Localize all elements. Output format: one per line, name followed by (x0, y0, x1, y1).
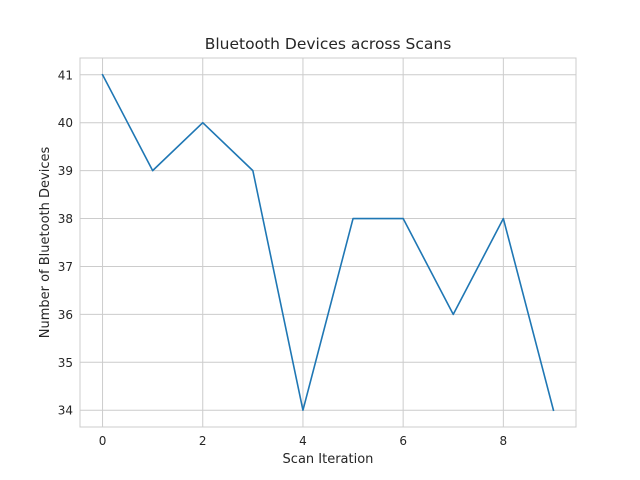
y-tick-label: 39 (58, 164, 73, 178)
y-tick-labels: 34 35 36 37 38 39 40 41 (58, 68, 73, 417)
x-tick-label: 4 (299, 434, 307, 448)
x-tick-label: 6 (399, 434, 407, 448)
y-tick-label: 36 (58, 308, 73, 322)
x-tick-labels: 0 2 4 6 8 (99, 434, 507, 448)
grid (80, 58, 576, 427)
x-tick-label: 8 (500, 434, 508, 448)
x-tick-label: 0 (99, 434, 107, 448)
plot-frame (79, 57, 577, 428)
y-tick-label: 41 (58, 68, 73, 82)
y-tick-label: 37 (58, 260, 73, 274)
x-tick-label: 2 (199, 434, 207, 448)
chart-title: Bluetooth Devices across Scans (205, 35, 452, 53)
y-axis-label: Number of Bluetooth Devices (38, 147, 53, 339)
y-tick-label: 38 (58, 212, 73, 226)
y-tick-label: 34 (58, 404, 73, 418)
x-axis-label: Scan Iteration (283, 452, 374, 467)
y-tick-label: 35 (58, 356, 73, 370)
series-layer (101, 73, 555, 412)
series-line (101, 73, 555, 412)
y-tick-label: 40 (58, 116, 73, 130)
